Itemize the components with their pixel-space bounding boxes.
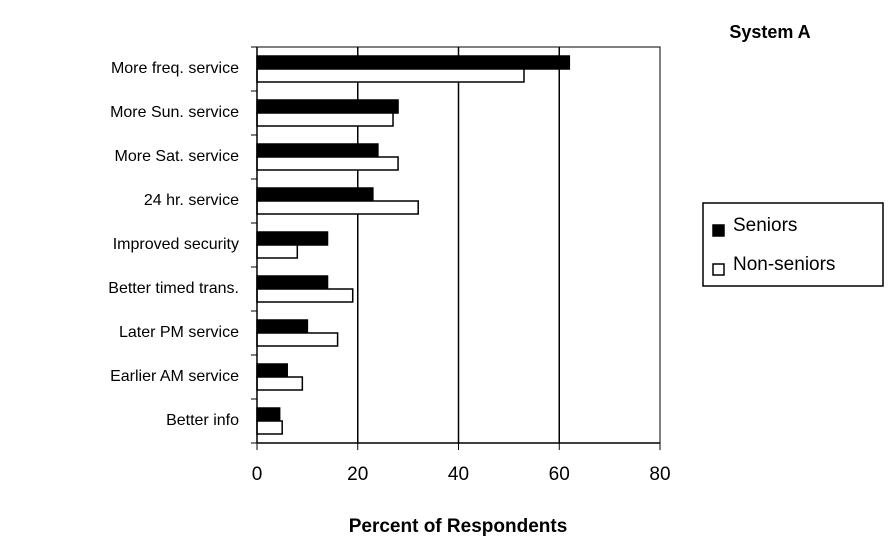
category-label: Better info: [166, 412, 239, 429]
x-tick-label: 0: [252, 464, 263, 485]
legend-label: Non-seniors: [733, 254, 835, 275]
bar-non-seniors: [256, 376, 304, 391]
x-tick-label: 80: [649, 464, 670, 485]
bars: [256, 55, 571, 435]
category-label: More Sun. service: [110, 104, 239, 121]
x-axis-title: Percent of Respondents: [349, 516, 568, 537]
x-tick-label: 40: [448, 464, 469, 485]
bar-non-seniors: [256, 332, 339, 347]
legend-swatch: [712, 263, 725, 276]
bar-non-seniors: [256, 288, 354, 303]
category-label: Improved security: [113, 236, 239, 253]
bar-seniors: [256, 55, 571, 70]
category-label: Better timed trans.: [108, 280, 239, 297]
bar-seniors: [256, 143, 379, 158]
bar-non-seniors: [256, 200, 419, 215]
category-label: More freq. service: [111, 60, 239, 77]
bar-seniors: [256, 275, 329, 290]
x-tick-label: 60: [549, 464, 570, 485]
bar-seniors: [256, 319, 309, 334]
bar-non-seniors: [256, 68, 525, 83]
legend-box: [702, 202, 884, 287]
bar-non-seniors: [256, 420, 283, 435]
category-label: 24 hr. service: [144, 192, 239, 209]
chart-title: System A: [729, 22, 810, 42]
bar-seniors: [256, 187, 374, 202]
category-label: More Sat. service: [115, 148, 240, 165]
bar-seniors: [256, 363, 288, 378]
bar-non-seniors: [256, 244, 299, 259]
bar-seniors: [256, 99, 399, 114]
bar-non-seniors: [256, 112, 394, 127]
bar-seniors: [256, 231, 329, 246]
legend-swatch: [712, 224, 725, 237]
category-labels: More freq. service More Sun. service More …: [108, 60, 239, 429]
category-label: Later PM service: [119, 324, 239, 341]
legend: Seniors Non-seniors: [702, 202, 884, 287]
axes: [251, 46, 661, 450]
category-label: Earlier AM service: [110, 368, 239, 385]
x-tick-label: 20: [347, 464, 368, 485]
bar-non-seniors: [256, 156, 399, 171]
x-tick-labels: 0 20 40 60 80: [252, 464, 671, 485]
legend-label: Seniors: [733, 215, 797, 236]
bar-seniors: [256, 407, 281, 422]
